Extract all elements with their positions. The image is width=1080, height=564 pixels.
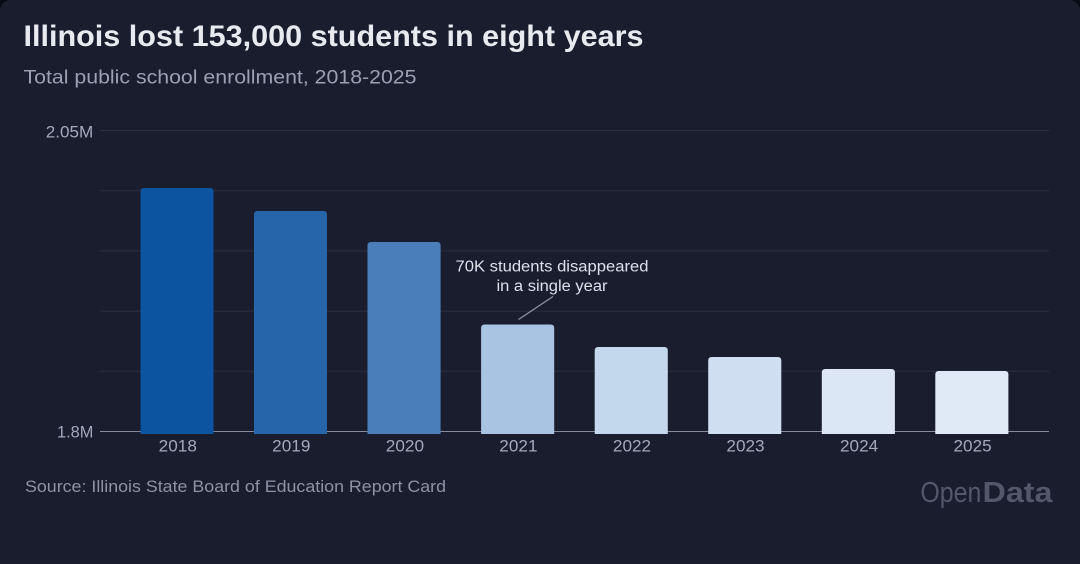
svg-text:Illinois lost 153,000 students: Illinois lost 153,000 students in eight …: [24, 20, 644, 53]
svg-text:2018: 2018: [159, 436, 197, 455]
svg-text:2025: 2025: [954, 436, 992, 455]
svg-text:2.05M: 2.05M: [46, 123, 94, 142]
svg-text:2021: 2021: [499, 436, 537, 455]
svg-text:Source: Illinois State Board o: Source: Illinois State Board of Educatio…: [25, 477, 446, 496]
svg-text:1.8M: 1.8M: [57, 423, 93, 442]
svg-text:2020: 2020: [386, 436, 424, 455]
svg-text:Total public school enrollment: Total public school enrollment, 2018-202…: [24, 67, 417, 88]
svg-text:in a single year: in a single year: [497, 278, 608, 295]
svg-text:70K students disappeared: 70K students disappeared: [456, 258, 649, 275]
svg-text:Data: Data: [983, 477, 1054, 509]
svg-text:2024: 2024: [840, 436, 878, 455]
svg-text:2022: 2022: [613, 436, 651, 455]
svg-text:Open: Open: [920, 477, 981, 509]
svg-text:2023: 2023: [726, 436, 764, 455]
svg-text:2019: 2019: [272, 436, 310, 455]
